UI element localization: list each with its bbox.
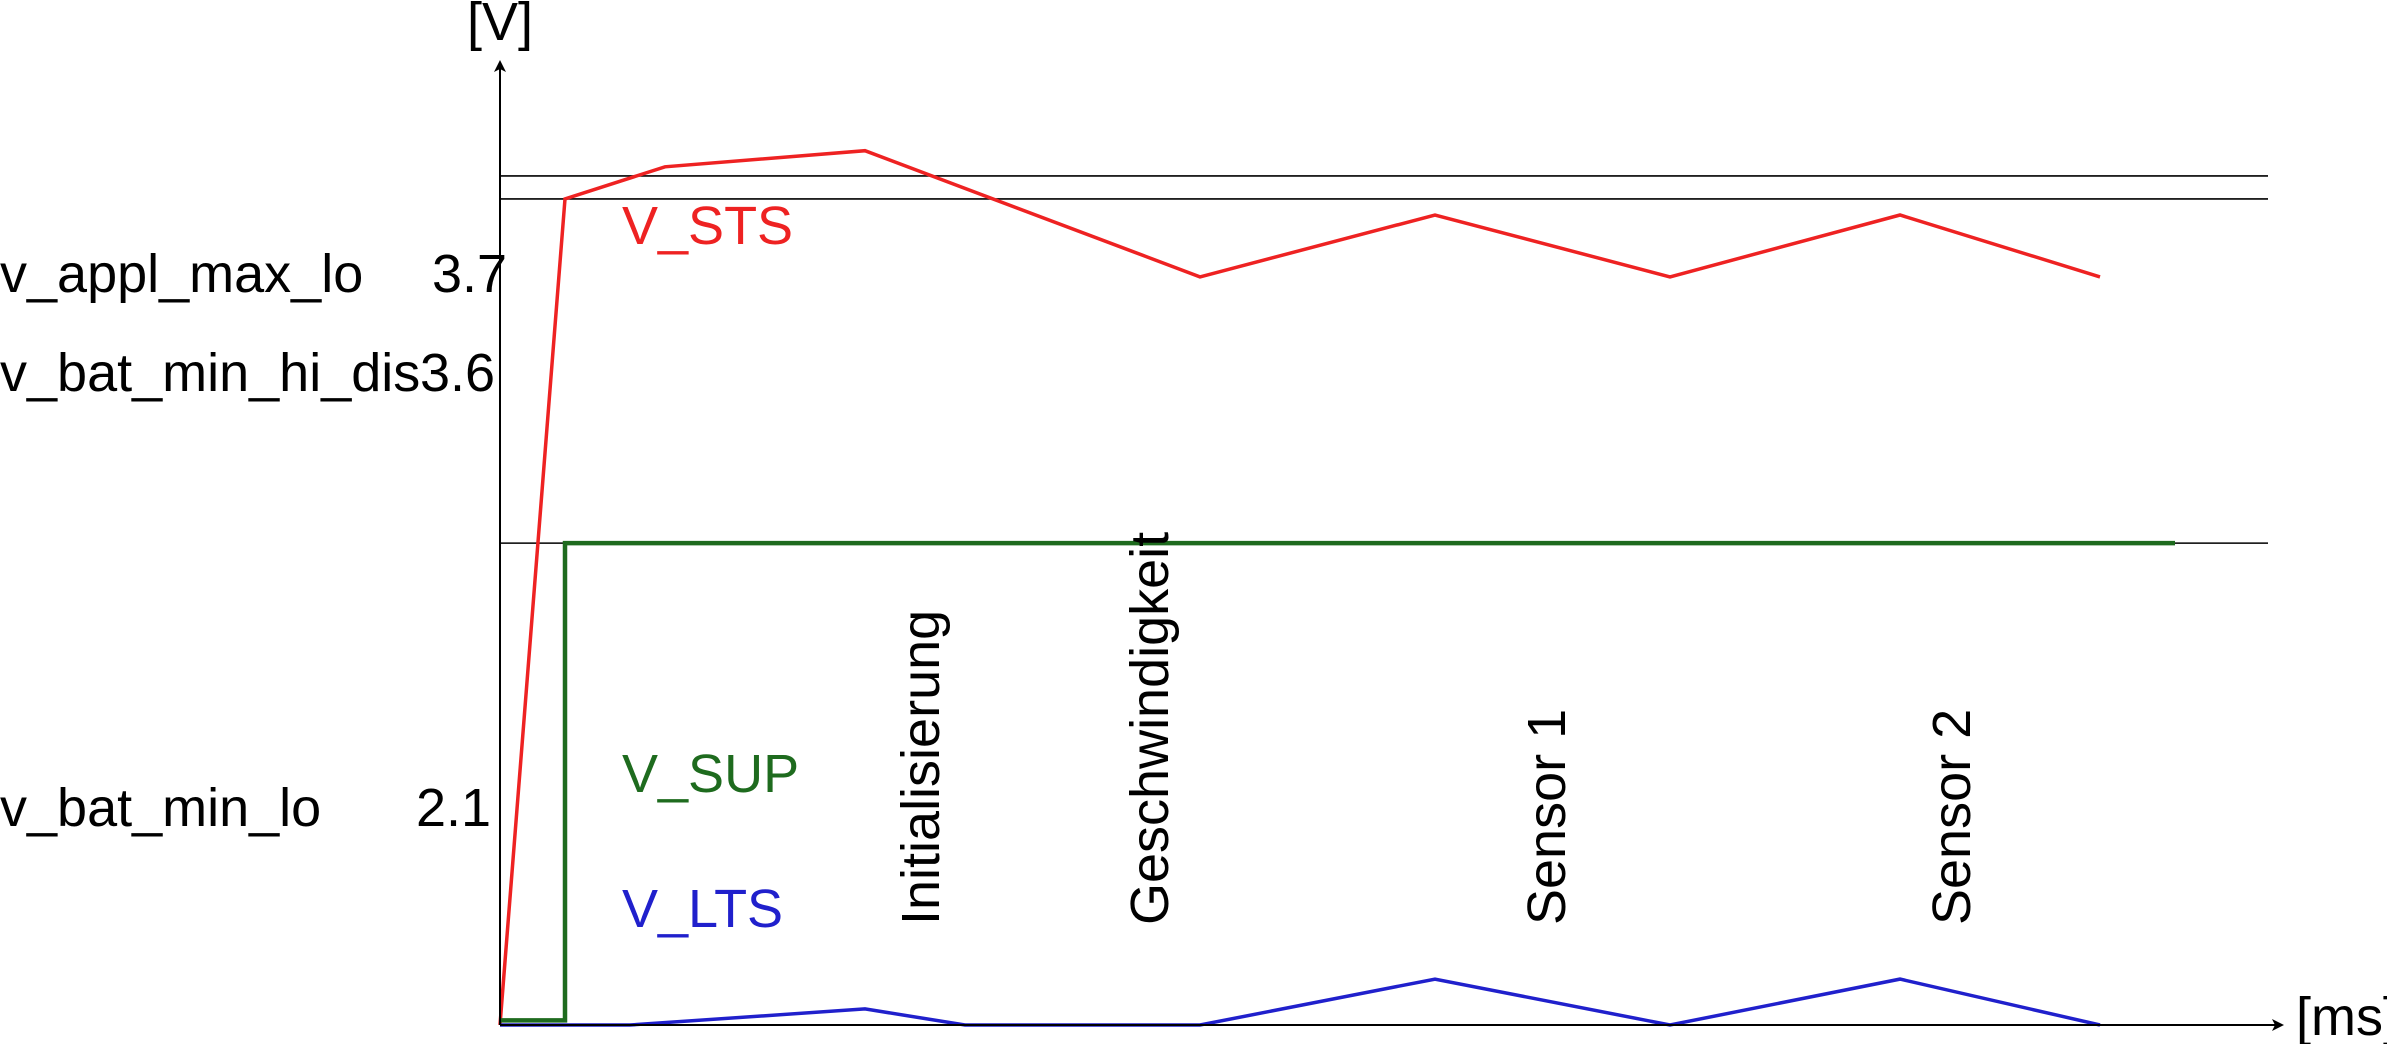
threshold-name-v-appl-max-lo: v_appl_max_lo [0, 244, 363, 304]
y-axis-unit: [V] [467, 0, 533, 52]
series-line-v-lts [500, 977, 2101, 1027]
series-label-v-sts: V_STS [622, 196, 793, 256]
axes [494, 60, 2284, 1031]
phase-label-sensor-1: Sensor 1 [1517, 709, 1577, 925]
threshold-name-v-bat-min-lo: v_bat_min_lo [0, 778, 321, 838]
series-line-v-sts [498, 148, 2101, 1026]
x-axis-unit: [ms] [2296, 987, 2387, 1044]
threshold-value-3-6: 3.6 [420, 343, 495, 403]
phase-label-initialisierung: Initialisierung [891, 610, 951, 925]
phase-label-sensor-2: Sensor 2 [1922, 709, 1982, 925]
threshold-value-2-1: 2.1 [416, 778, 491, 838]
phase-label-geschwindigkeit: Geschwindigkeit [1120, 532, 1180, 925]
series-line-v-sup [500, 540, 2175, 1023]
series-label-v-sup: V_SUP [622, 744, 799, 804]
threshold-name-v-bat-min-hi-dis: v_bat_min_hi_dis [0, 343, 420, 403]
threshold-value-3-7: 3.7 [432, 244, 507, 304]
series-label-v-lts: V_LTS [622, 879, 783, 939]
